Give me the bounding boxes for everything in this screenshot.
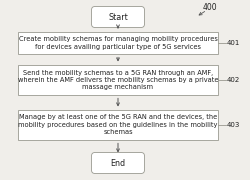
FancyBboxPatch shape [92, 6, 144, 28]
Text: 402: 402 [227, 77, 240, 83]
FancyBboxPatch shape [92, 152, 144, 174]
Text: Manage by at least one of the 5G RAN and the devices, the
mobility procedures ba: Manage by at least one of the 5G RAN and… [18, 114, 218, 136]
Text: 401: 401 [227, 40, 240, 46]
Text: 403: 403 [227, 122, 240, 128]
FancyBboxPatch shape [18, 65, 218, 95]
Text: Start: Start [108, 12, 128, 21]
FancyBboxPatch shape [18, 110, 218, 140]
Text: Send the mobility schemas to a 5G RAN through an AMF,
wherein the AMF delivers t: Send the mobility schemas to a 5G RAN th… [18, 69, 218, 91]
Text: Create mobility schemas for managing mobility procedures
for devices availing pa: Create mobility schemas for managing mob… [18, 36, 218, 50]
Text: 400: 400 [203, 3, 217, 12]
Text: End: End [110, 159, 126, 168]
FancyBboxPatch shape [18, 32, 218, 54]
